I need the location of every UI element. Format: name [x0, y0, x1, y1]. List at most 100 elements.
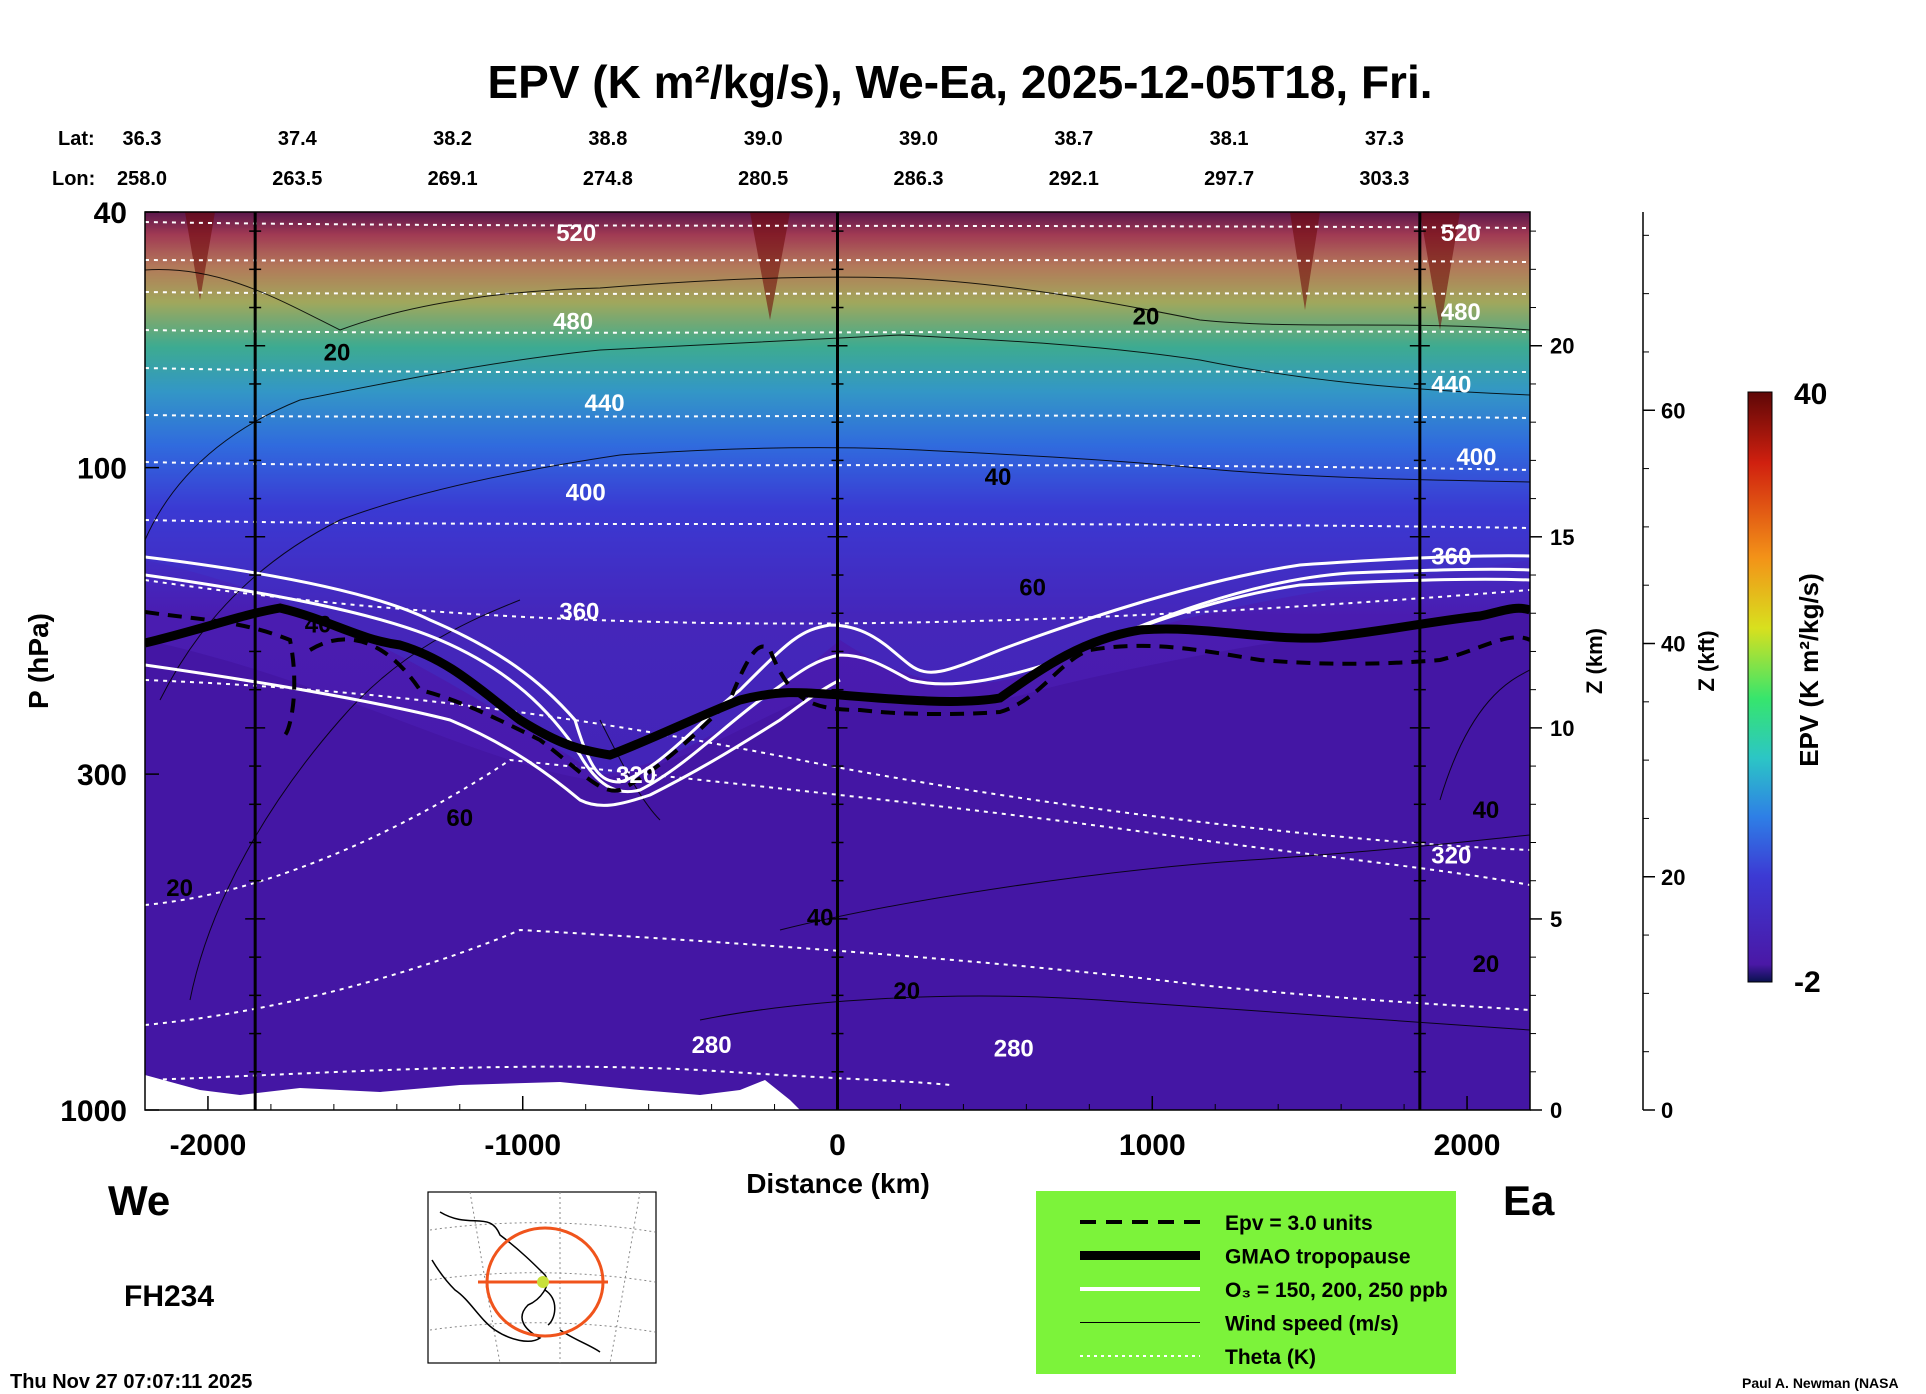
colorbar [1747, 391, 1773, 983]
wind-speed-label: 40 [305, 612, 332, 639]
z-km-tick-label: 10 [1550, 716, 1574, 741]
y-tick-label: 100 [77, 453, 127, 486]
lon-value: 297.7 [1204, 168, 1254, 190]
lon-value: 280.5 [738, 168, 788, 190]
z-km-tick-label: 0 [1550, 1098, 1562, 1123]
lon-value: 263.5 [272, 168, 322, 190]
lon-values: 258.0 263.5 269.1 274.8 280.5 286.3 292.1 297.7… [117, 168, 1409, 190]
credit: Paul A. Newman (NASA [1742, 1375, 1899, 1391]
wind-speed-label: 20 [1473, 951, 1500, 978]
y-axis: 1000 300 100 40 [60, 197, 159, 1128]
theta-label: 320 [616, 762, 656, 789]
legend-label: GMAO tropopause [1225, 1246, 1411, 1269]
epv-3-contour [145, 610, 1530, 793]
wind-speed-label: 20 [893, 978, 920, 1005]
legend-label: O₃ = 150, 200, 250 ppb [1225, 1279, 1448, 1302]
z-km-axis: 0 5 10 15 20 [1530, 230, 1574, 1123]
theta-contour-labels: 520 480 440 400 360 320 280 280 520 480 440 400 360 3… [553, 220, 1496, 1063]
legend-item: O₃ = 150, 200, 250 ppb [1080, 1279, 1448, 1302]
colorbar-label: EPV (K m²/kg/s) [1794, 573, 1824, 767]
legend-item: Wind speed (m/s) [1080, 1313, 1399, 1336]
wind-speed-label: 20 [166, 875, 193, 902]
z-kft-axis: 0 20 40 60 [1642, 212, 1685, 1123]
plot-area: 520 480 440 400 360 320 280 280 520 480 440 400 360 3… [145, 212, 1530, 1110]
east-label: Ea [1503, 1177, 1555, 1224]
lat-label: Lat: [58, 128, 95, 150]
theta-label: 520 [1441, 220, 1481, 247]
lat-value: 38.2 [433, 128, 472, 150]
lon-value: 258.0 [117, 168, 167, 190]
z-kft-tick-label: 40 [1661, 632, 1685, 657]
wind-speed-label: 60 [1019, 574, 1046, 601]
wind-speed-label: 20 [324, 340, 351, 367]
lat-value: 36.3 [123, 128, 162, 150]
reference-verticals [245, 212, 1430, 1110]
legend-item: Theta (K) [1080, 1346, 1316, 1369]
wind-speed-label: 40 [985, 464, 1012, 491]
wind-speed-label: 40 [1473, 797, 1500, 824]
lat-values: 36.3 37.4 38.2 38.8 39.0 39.0 38.7 38.1 37.3 [123, 128, 1404, 150]
theta-label: 520 [556, 220, 596, 247]
theta-label: 280 [692, 1032, 732, 1059]
lon-label: Lon: [52, 168, 95, 190]
legend-label: Wind speed (m/s) [1225, 1313, 1399, 1336]
wind-speed-label: 60 [446, 805, 473, 832]
wind-speed-label: 40 [807, 905, 834, 932]
lat-value: 38.8 [588, 128, 627, 150]
west-label: We [108, 1177, 170, 1224]
inset-center [537, 1276, 549, 1288]
y-axis-label: P (hPa) [23, 613, 54, 709]
lat-value: 39.0 [744, 128, 783, 150]
lon-value: 269.1 [428, 168, 478, 190]
inset-map [427, 1191, 657, 1364]
lat-value: 38.1 [1210, 128, 1249, 150]
z-km-tick-label: 5 [1550, 907, 1562, 932]
theta-label: 480 [1441, 299, 1481, 326]
theta-label: 440 [585, 390, 625, 417]
ground [145, 1075, 800, 1110]
colorbar-max: 40 [1794, 378, 1827, 411]
x-tick-label: -2000 [170, 1129, 247, 1162]
theta-label: 440 [1431, 372, 1471, 399]
lon-value: 286.3 [893, 168, 943, 190]
lat-value: 37.3 [1365, 128, 1404, 150]
lat-value: 37.4 [278, 128, 318, 150]
lon-value: 292.1 [1049, 168, 1099, 190]
z-km-tick-label: 20 [1550, 334, 1574, 359]
lon-value: 274.8 [583, 168, 633, 190]
z-kft-tick-label: 20 [1661, 865, 1685, 890]
legend-item: Epv = 3.0 units [1080, 1212, 1373, 1235]
y-tick-label: 300 [77, 759, 127, 792]
z-km-tick-label: 15 [1550, 525, 1574, 550]
x-axis-label: Distance (km) [746, 1168, 930, 1199]
wind-contour-labels: 20 20 40 60 40 60 20 40 20 40 20 [166, 304, 1499, 1005]
chart-title: EPV (K m²/kg/s), We-Ea, 2025-12-05T18, F… [487, 56, 1432, 108]
legend-label: Theta (K) [1225, 1346, 1316, 1369]
z-kft-axis-label: Z (kft) [1694, 630, 1719, 691]
x-tick-label: 0 [829, 1129, 846, 1162]
x-tick-label: 1000 [1119, 1129, 1186, 1162]
colorbar-min: -2 [1794, 966, 1821, 999]
lon-value: 303.3 [1359, 168, 1409, 190]
theta-label: 400 [1456, 444, 1496, 471]
theta-label: 280 [994, 1036, 1034, 1063]
lat-value: 38.7 [1054, 128, 1093, 150]
legend-label: Epv = 3.0 units [1225, 1212, 1373, 1235]
theta-lines [145, 221, 1530, 1086]
y-tick-label: 1000 [60, 1095, 127, 1128]
theta-label: 360 [1431, 543, 1471, 570]
theta-label: 360 [559, 599, 599, 626]
lat-value: 39.0 [899, 128, 938, 150]
z-kft-tick-label: 60 [1661, 398, 1685, 423]
theta-label: 400 [566, 480, 606, 507]
theta-label: 480 [553, 308, 593, 335]
x-axis: -2000 -1000 0 1000 2000 [170, 1096, 1501, 1162]
wind-speed-label: 20 [1133, 304, 1160, 331]
x-tick-label: 2000 [1434, 1129, 1501, 1162]
x-tick-label: -1000 [484, 1129, 561, 1162]
legend: Epv = 3.0 units GMAO tropopause O₃ = 150, … [1036, 1191, 1456, 1374]
forecast-hour: FH234 [124, 1280, 214, 1313]
z-kft-tick-label: 0 [1661, 1098, 1673, 1123]
timestamp: Thu Nov 27 07:07:11 2025 [10, 1371, 252, 1393]
